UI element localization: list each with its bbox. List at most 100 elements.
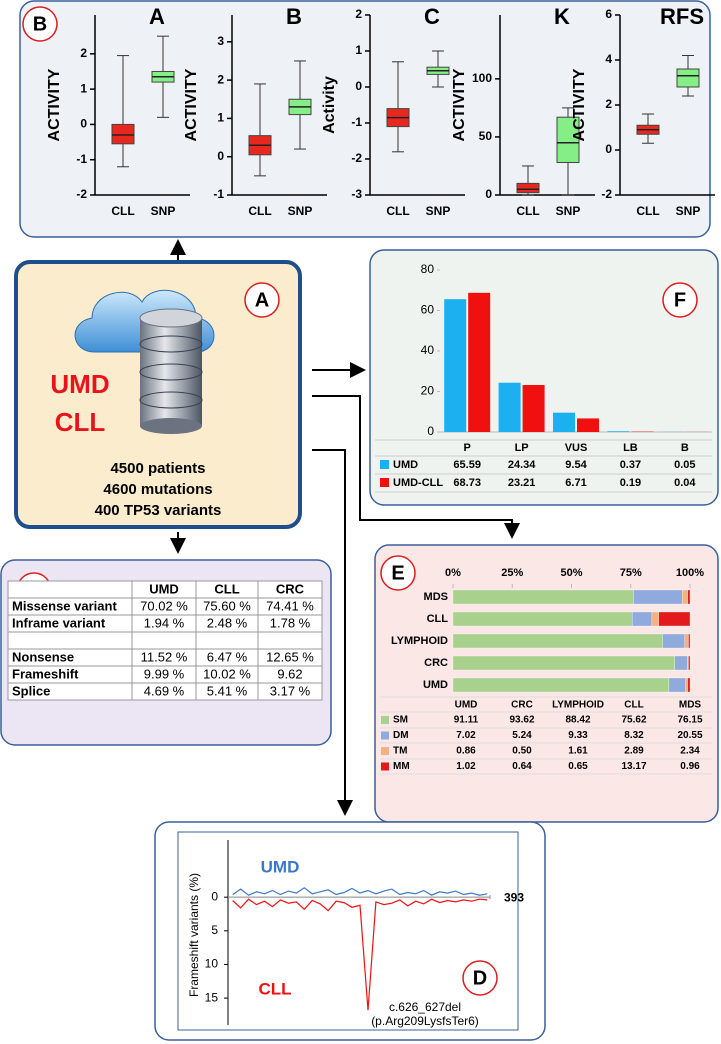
value-label: 0.86 bbox=[456, 746, 476, 757]
value-label: 23.21 bbox=[508, 477, 536, 489]
bar bbox=[468, 292, 491, 432]
panel-f bbox=[369, 249, 719, 506]
x-tick-label: B bbox=[681, 442, 689, 454]
y-tick-label: 100 bbox=[472, 71, 492, 85]
y-tick-label: 2 bbox=[605, 97, 612, 111]
table-header: CLL bbox=[624, 700, 643, 711]
table-cell: 6.47 % bbox=[207, 649, 248, 664]
y-axis-label: ACTIVITY bbox=[451, 68, 468, 141]
y-tick-label: LYMPHOID bbox=[391, 635, 448, 647]
badge bbox=[380, 555, 416, 591]
legend-label: UMD bbox=[261, 857, 300, 876]
bar-segment bbox=[685, 677, 688, 693]
x-tick-label: 393 bbox=[504, 890, 524, 904]
y-axis-label: ACTIVITY bbox=[183, 68, 200, 141]
bar-segment bbox=[452, 655, 676, 671]
y-tick-label: 1 bbox=[80, 81, 87, 95]
annotation: (p.Arg209LysfsTer6) bbox=[371, 1014, 479, 1028]
y-tick-label: CLL bbox=[427, 613, 449, 625]
x-tick-label: SNP bbox=[288, 204, 313, 218]
y-tick-label: -3 bbox=[351, 187, 362, 201]
y-axis-label: ACTIVITY bbox=[571, 68, 588, 141]
db-stat: 4600 mutations bbox=[103, 481, 212, 498]
chart-title: A bbox=[149, 4, 165, 29]
bar-segment bbox=[688, 655, 691, 671]
y-tick-label: 0 bbox=[427, 424, 434, 438]
table-header: LYMPHOID bbox=[552, 700, 604, 711]
x-tick-label: 0% bbox=[445, 567, 461, 579]
arrows bbox=[170, 239, 520, 816]
value-label: 2.89 bbox=[624, 746, 644, 757]
table-cell: 75.60 % bbox=[203, 598, 251, 613]
db-name: CLL bbox=[55, 407, 106, 437]
line bbox=[232, 898, 488, 1011]
x-tick-label: P bbox=[464, 442, 471, 454]
value-label: 6.71 bbox=[565, 477, 586, 489]
legend-swatch bbox=[381, 747, 389, 755]
y-axis-label: Frameshift variants (%) bbox=[187, 873, 201, 997]
y-tick-label: 80 bbox=[421, 262, 435, 276]
y-tick-label: 1 bbox=[217, 111, 224, 125]
bar bbox=[522, 384, 545, 432]
value-label: 2.34 bbox=[680, 746, 700, 757]
y-tick-label: -2 bbox=[76, 187, 87, 201]
table-cell: 3.17 % bbox=[270, 683, 311, 698]
annotation: c.626_627del bbox=[389, 1000, 461, 1014]
bar-segment bbox=[688, 633, 691, 649]
value-label: 5.24 bbox=[512, 730, 532, 741]
x-tick-label: SNP bbox=[676, 204, 701, 218]
bar-segment bbox=[452, 633, 663, 649]
badge-label: D bbox=[473, 967, 487, 989]
bar-segment bbox=[674, 655, 688, 671]
bar bbox=[444, 299, 467, 432]
value-label: 75.62 bbox=[621, 715, 646, 726]
value-label: 0.05 bbox=[674, 459, 695, 471]
bar-segment bbox=[687, 655, 689, 671]
x-tick-label: 50% bbox=[560, 567, 582, 579]
legend-swatch bbox=[381, 731, 389, 740]
bar-segment bbox=[633, 589, 683, 605]
table-header: CRC bbox=[276, 581, 305, 596]
value-label: 0.64 bbox=[512, 761, 532, 772]
bar-segment bbox=[452, 589, 634, 605]
badge-label: A bbox=[255, 289, 269, 311]
value-label: 13.17 bbox=[621, 761, 646, 772]
db-name: UMD bbox=[50, 369, 109, 399]
x-tick-label: VUS bbox=[565, 442, 588, 454]
legend-label: SM bbox=[393, 715, 408, 726]
table-cell: 1.94 % bbox=[144, 615, 185, 630]
table-row-label: Missense variant bbox=[12, 598, 117, 613]
value-label: 0.19 bbox=[620, 477, 641, 489]
y-tick-label: 0 bbox=[211, 889, 218, 903]
bar bbox=[577, 418, 599, 432]
y-tick-label: 15 bbox=[205, 990, 219, 1004]
y-tick-label: MDS bbox=[424, 591, 448, 603]
table-cell: 5.41 % bbox=[207, 683, 248, 698]
badge bbox=[22, 6, 58, 42]
x-tick-label: CLL bbox=[386, 204, 409, 218]
panel-b bbox=[19, 0, 711, 238]
y-tick-label: 60 bbox=[421, 303, 435, 317]
table-cell: 11.52 % bbox=[141, 649, 188, 664]
bar bbox=[553, 412, 575, 432]
y-tick-label: 0 bbox=[217, 149, 224, 163]
badge bbox=[462, 960, 498, 996]
badge bbox=[244, 282, 280, 318]
y-tick-label: 3 bbox=[217, 34, 224, 48]
db-stat: 4500 patients bbox=[110, 460, 205, 477]
bar-segment bbox=[687, 677, 691, 693]
x-tick-label: SNP bbox=[151, 204, 176, 218]
y-tick-label: 40 bbox=[421, 343, 435, 357]
x-tick-label: CLL bbox=[636, 204, 659, 218]
value-label: 93.62 bbox=[509, 715, 534, 726]
table-cell: 2.48 % bbox=[207, 615, 248, 630]
y-axis-label: Activity bbox=[321, 76, 338, 134]
bar-segment bbox=[662, 633, 685, 649]
value-label: 88.42 bbox=[565, 715, 590, 726]
bar-segment bbox=[452, 611, 633, 627]
y-axis-label: ACTIVITY bbox=[46, 68, 63, 141]
db-stat: 400 TP53 variants bbox=[95, 502, 222, 519]
x-tick-label: SNP bbox=[556, 204, 581, 218]
y-tick-label: 2 bbox=[217, 72, 224, 86]
bar-segment bbox=[658, 611, 691, 627]
